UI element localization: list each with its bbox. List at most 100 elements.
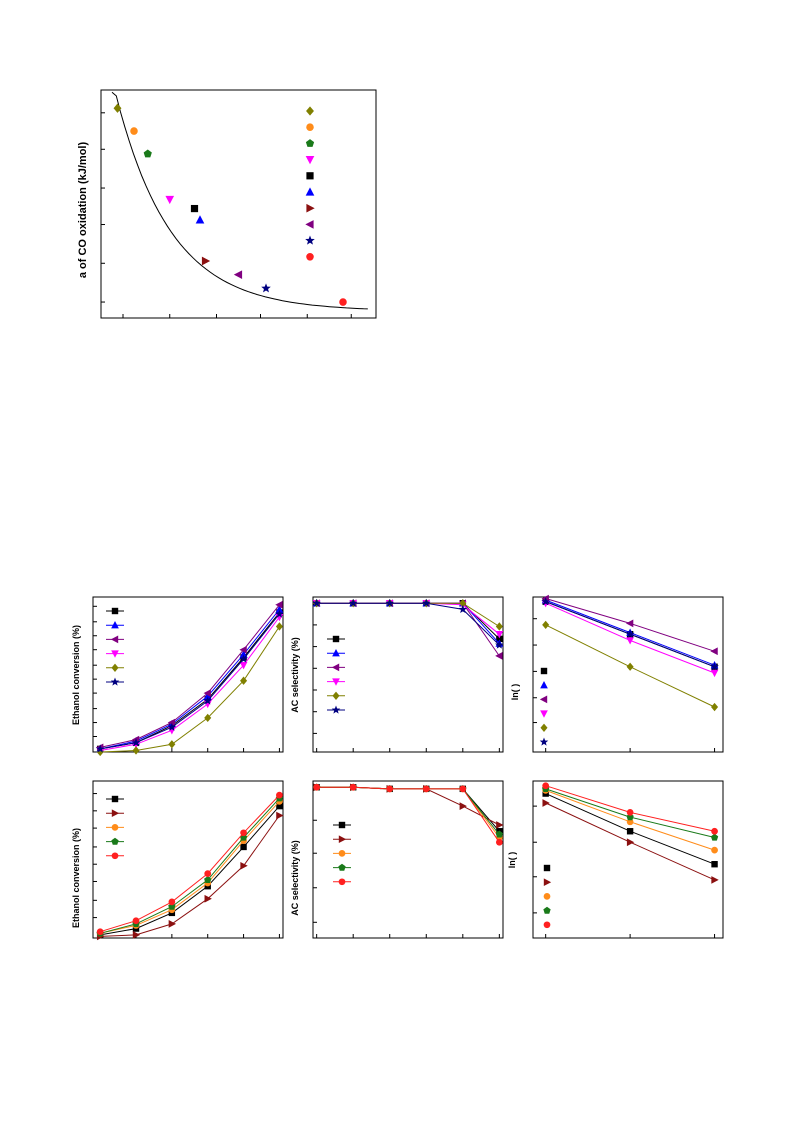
data-point (542, 799, 550, 807)
data-point (710, 662, 719, 671)
data-point (496, 635, 503, 643)
data-point (239, 662, 248, 670)
data-point (710, 647, 718, 656)
ac-selectivity-chart-b: AC selectivity (%) (290, 780, 504, 939)
ethanol-conversion-chart-b: Ethanol conversion (%) (71, 780, 284, 941)
series-line (316, 786, 500, 843)
series-line (100, 794, 280, 933)
data-point (239, 650, 248, 658)
legend-marker (111, 852, 119, 860)
data-point (385, 598, 394, 607)
data-point (165, 195, 175, 205)
data-point (190, 204, 199, 213)
data-point (276, 791, 283, 799)
data-point (458, 604, 468, 614)
data-point (626, 838, 635, 847)
data-point (204, 870, 212, 877)
data-point (495, 631, 504, 639)
series-line (100, 815, 280, 937)
legend-marker (543, 878, 552, 887)
activation-energy-scatter-chart: a of CO oxidation (kJ/mol) (77, 89, 377, 319)
data-point (261, 283, 271, 293)
data-point (459, 599, 467, 608)
legend-marker (306, 253, 314, 261)
legend-marker (306, 106, 314, 116)
data-point (95, 744, 105, 753)
data-point (459, 785, 467, 793)
data-point (626, 809, 634, 816)
series-line (100, 797, 280, 934)
data-point (239, 645, 247, 654)
data-point (130, 127, 138, 135)
legend-marker (539, 737, 549, 746)
legend-marker (540, 681, 548, 689)
legend-marker (306, 123, 314, 131)
data-point (240, 676, 248, 685)
data-point (113, 103, 122, 113)
data-point (132, 917, 140, 925)
y-axis-label: Ethanol conversion (%) (71, 625, 81, 725)
data-point (710, 833, 719, 841)
data-point (496, 821, 504, 829)
data-point (143, 149, 152, 158)
legend-marker (331, 663, 340, 672)
legend-marker (539, 695, 548, 704)
data-point (204, 876, 212, 884)
legend-marker (111, 795, 119, 803)
series-line (316, 602, 500, 627)
legend-marker (338, 878, 346, 886)
data-point (168, 898, 176, 906)
legend-marker (111, 621, 119, 629)
legend-marker (110, 635, 119, 644)
legend-marker (338, 863, 346, 871)
y-axis-label: ln( ) (510, 684, 520, 701)
legend-marker (543, 864, 551, 872)
legend-marker (306, 172, 314, 180)
ethanol-conversion-chart-a: Ethanol conversion (%) (71, 596, 284, 757)
legend-marker (338, 850, 346, 857)
legend-marker (331, 705, 341, 714)
data-point (711, 876, 719, 884)
legend-marker (540, 723, 548, 732)
data-point (96, 928, 104, 936)
data-point (422, 785, 430, 793)
data-point (204, 894, 212, 903)
plot-frame (532, 596, 724, 753)
data-point (495, 830, 503, 838)
y-axis-label: ln( ) (507, 852, 517, 869)
data-point (495, 838, 503, 846)
plot-frame (92, 780, 284, 939)
legend-marker (540, 667, 548, 675)
legend-marker (305, 235, 315, 245)
legend-marker (305, 139, 315, 147)
data-point (339, 298, 347, 306)
data-point (276, 802, 283, 810)
data-point (542, 620, 550, 630)
data-point (203, 696, 212, 705)
data-point (132, 746, 140, 755)
y-axis-label: AC selectivity (%) (290, 840, 300, 916)
data-point (168, 920, 177, 928)
series-line (316, 786, 500, 826)
series-line (100, 805, 280, 936)
data-point (132, 931, 141, 939)
series-line (100, 604, 280, 748)
series-line (316, 602, 500, 657)
plot-frame (312, 780, 504, 939)
data-point (275, 609, 284, 618)
legend-marker (111, 809, 120, 818)
data-point (275, 622, 283, 631)
legend-marker (543, 893, 551, 900)
plot-frame (92, 596, 284, 753)
data-point (240, 829, 247, 837)
data-point (239, 654, 248, 663)
data-point (459, 802, 467, 810)
legend-marker (332, 635, 340, 643)
data-point (710, 669, 719, 678)
data-point (275, 605, 284, 613)
data-point (386, 785, 394, 793)
data-point (349, 783, 357, 791)
ac-selectivity-chart-a: AC selectivity (%) (290, 596, 504, 753)
y-axis-label: a of CO oxidation (kJ/mol) (77, 142, 89, 279)
data-point (495, 640, 504, 649)
